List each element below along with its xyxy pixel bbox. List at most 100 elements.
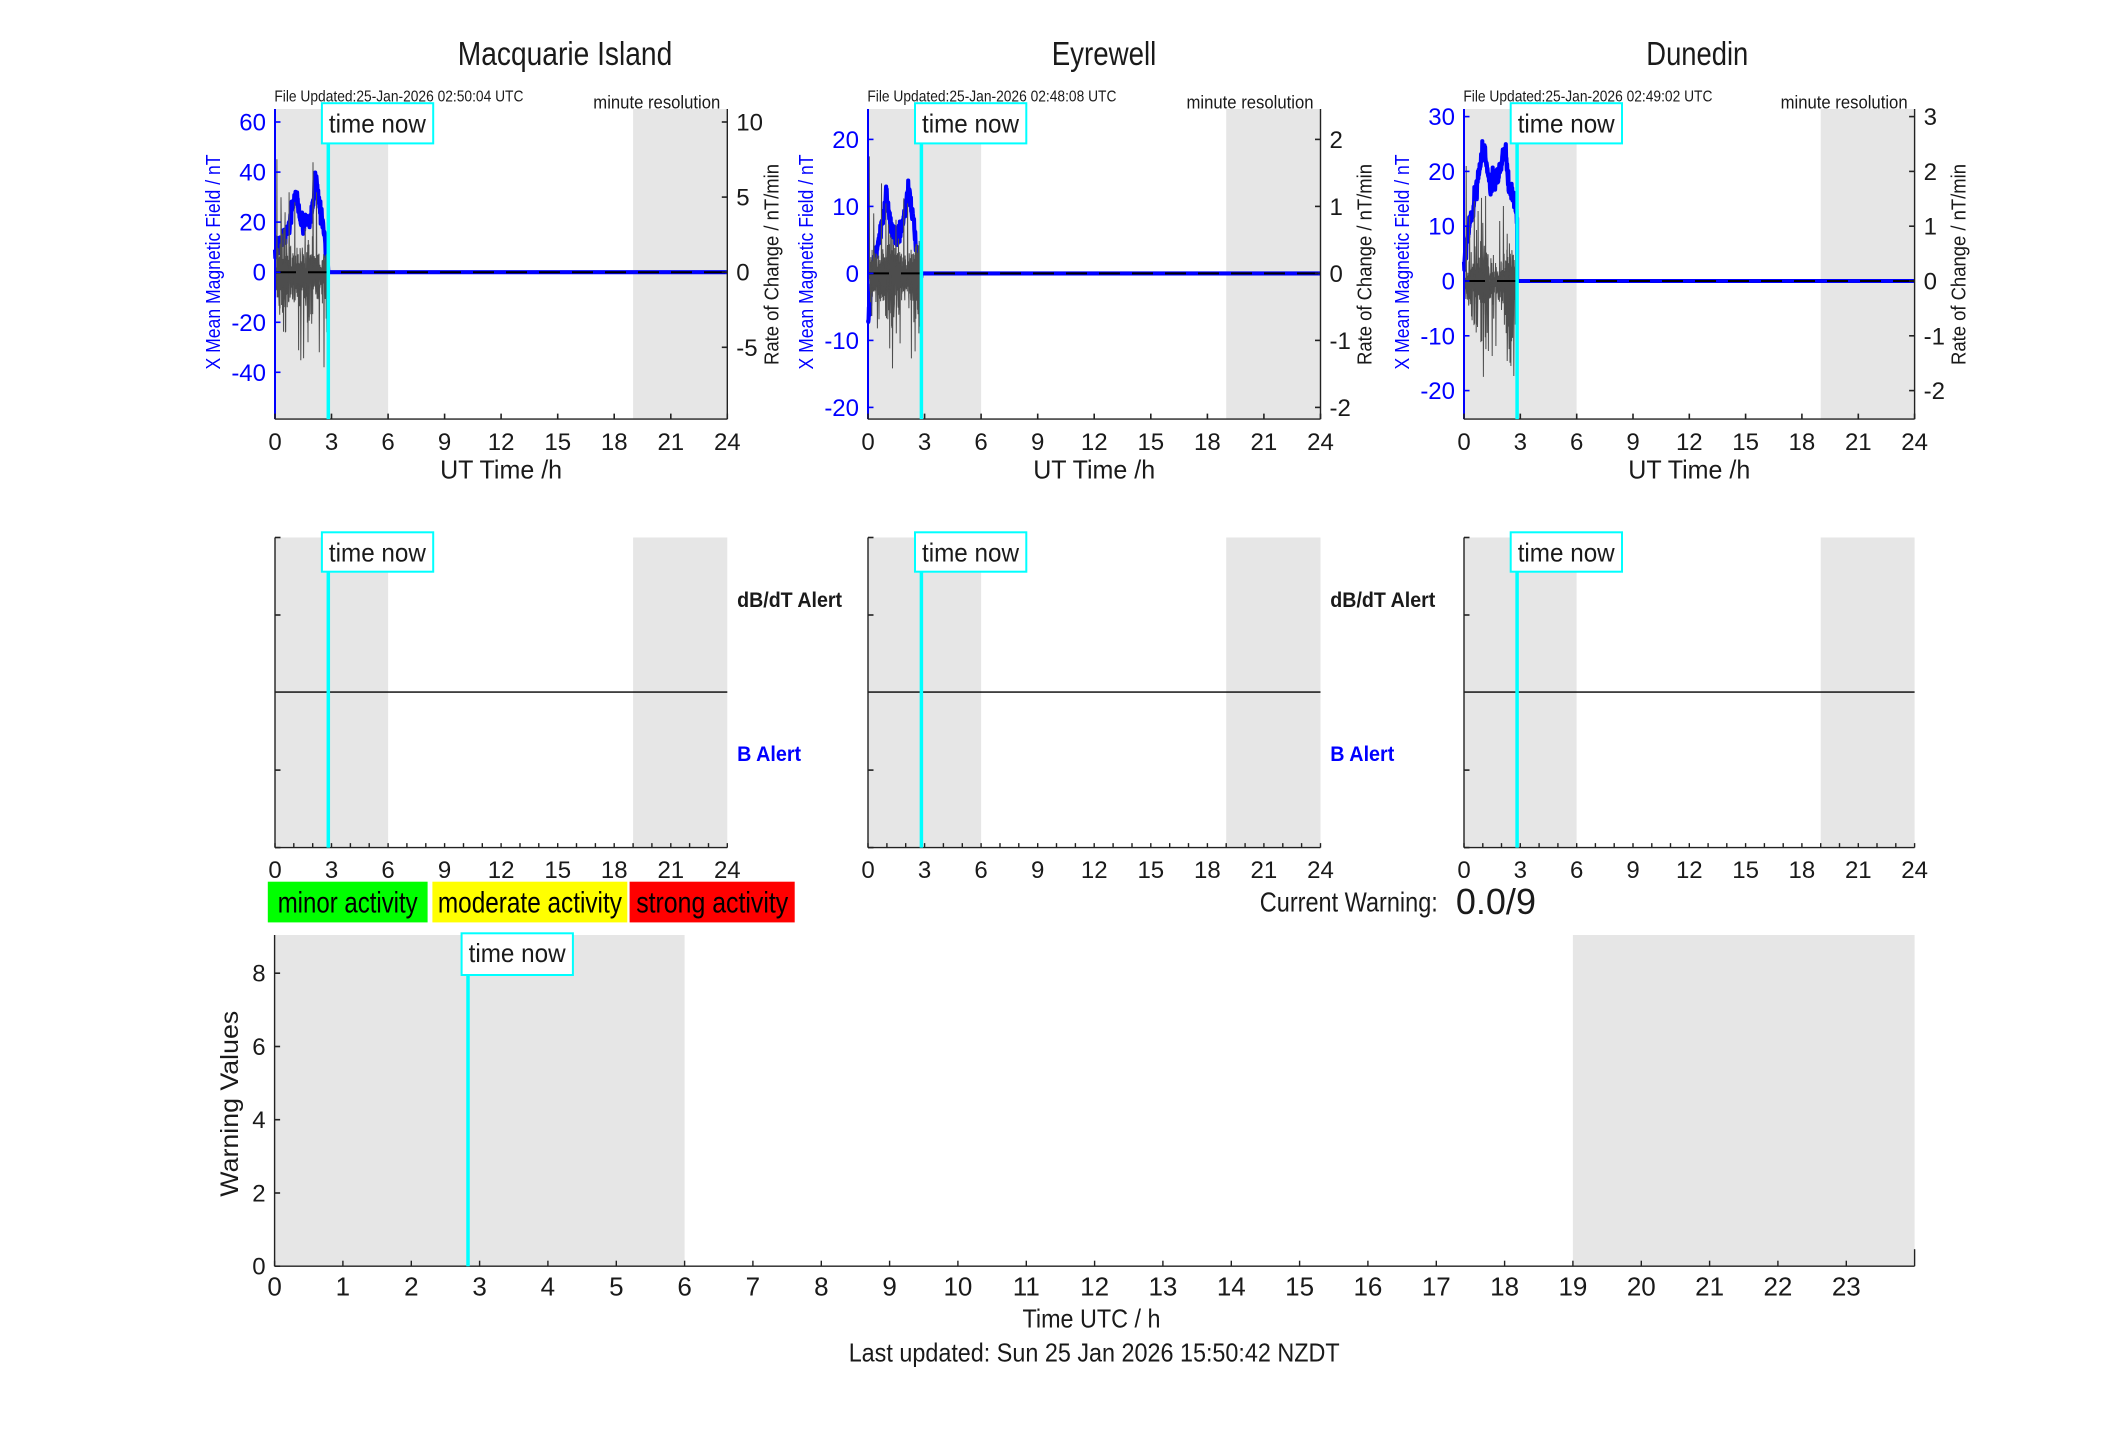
svg-text:0: 0 [736,260,749,287]
svg-text:strong activity: strong activity [636,887,788,920]
svg-text:8: 8 [252,961,265,988]
svg-text:6: 6 [381,857,394,884]
svg-text:18: 18 [601,429,628,456]
svg-text:40: 40 [239,160,266,187]
svg-text:9: 9 [1031,429,1044,456]
svg-text:Rate of Change / nT/min: Rate of Change / nT/min [1355,164,1377,365]
svg-text:15: 15 [1732,429,1759,456]
svg-text:-2: -2 [1924,378,1945,405]
svg-text:6: 6 [1570,857,1583,884]
svg-text:19: 19 [1558,1271,1587,1301]
svg-text:2: 2 [252,1181,265,1208]
svg-text:B Alert: B Alert [737,743,801,766]
svg-text:3: 3 [1924,104,1937,131]
svg-text:3: 3 [325,857,338,884]
svg-text:minor activity: minor activity [278,887,418,920]
svg-text:time now: time now [1518,109,1615,139]
svg-text:17: 17 [1422,1271,1451,1301]
svg-text:-1: -1 [1330,328,1351,355]
svg-text:Eyrewell: Eyrewell [1052,35,1157,72]
svg-text:9: 9 [1031,857,1044,884]
svg-text:0: 0 [252,1254,265,1281]
svg-text:15: 15 [544,857,571,884]
svg-text:dB/dT Alert: dB/dT Alert [737,589,842,612]
svg-text:minute resolution: minute resolution [593,92,720,112]
svg-text:7: 7 [746,1271,760,1301]
svg-text:0: 0 [1457,857,1470,884]
svg-text:6: 6 [974,857,987,884]
svg-text:1: 1 [1330,194,1343,221]
svg-text:20: 20 [1428,159,1455,186]
svg-text:0: 0 [253,260,266,287]
svg-text:0: 0 [1924,269,1937,296]
svg-text:6: 6 [974,429,987,456]
svg-text:18: 18 [1194,857,1221,884]
svg-text:Rate of Change / nT/min: Rate of Change / nT/min [1949,164,1971,365]
svg-text:21: 21 [1251,857,1278,884]
svg-text:12: 12 [1081,429,1108,456]
svg-text:UT Time /h: UT Time /h [440,455,562,485]
svg-text:10: 10 [736,110,763,137]
svg-text:-20: -20 [231,310,266,337]
svg-text:15: 15 [544,429,571,456]
svg-text:X Mean Magnetic Field / nT: X Mean Magnetic Field / nT [203,155,225,370]
svg-text:0: 0 [268,857,281,884]
svg-text:13: 13 [1148,1271,1177,1301]
svg-text:0: 0 [267,1271,281,1301]
svg-text:24: 24 [1901,429,1928,456]
svg-text:0: 0 [1442,269,1455,296]
svg-text:Dunedin: Dunedin [1646,35,1748,72]
svg-text:23: 23 [1832,1271,1861,1301]
svg-text:-10: -10 [824,328,859,355]
svg-text:2: 2 [1924,159,1937,186]
svg-text:-20: -20 [1420,378,1455,405]
svg-text:minute resolution: minute resolution [1187,92,1314,112]
svg-text:24: 24 [1307,857,1334,884]
svg-text:12: 12 [1676,857,1703,884]
svg-text:12: 12 [1676,429,1703,456]
svg-text:2: 2 [1330,127,1343,154]
svg-text:-40: -40 [231,360,266,387]
svg-text:time now: time now [922,109,1019,139]
svg-text:9: 9 [1626,429,1639,456]
svg-text:18: 18 [1789,429,1816,456]
svg-text:21: 21 [657,857,684,884]
svg-text:5: 5 [736,185,749,212]
svg-text:24: 24 [1901,857,1928,884]
svg-text:0: 0 [861,429,874,456]
svg-text:File Updated:25-Jan-2026 02:49: File Updated:25-Jan-2026 02:49:02 UTC [1463,89,1712,106]
svg-text:1: 1 [1924,214,1937,241]
svg-text:60: 60 [239,110,266,137]
svg-text:21: 21 [1845,857,1872,884]
svg-text:15: 15 [1732,857,1759,884]
svg-text:12: 12 [488,429,515,456]
svg-text:time now: time now [922,538,1019,568]
svg-text:Macquarie Island: Macquarie Island [458,35,673,72]
svg-text:time now: time now [329,109,426,139]
svg-text:-10: -10 [1420,323,1455,350]
svg-text:3: 3 [325,429,338,456]
svg-text:X Mean Magnetic Field / nT: X Mean Magnetic Field / nT [1392,155,1414,370]
svg-text:0: 0 [1330,261,1343,288]
svg-text:20: 20 [239,210,266,237]
svg-text:Current Warning:: Current Warning: [1260,887,1438,918]
svg-text:minute resolution: minute resolution [1781,92,1908,112]
svg-text:-5: -5 [736,335,757,362]
svg-text:Warning Values: Warning Values [216,1011,244,1197]
svg-text:9: 9 [438,857,451,884]
svg-text:15: 15 [1137,429,1164,456]
svg-text:0: 0 [846,261,859,288]
svg-text:6: 6 [677,1271,691,1301]
svg-text:24: 24 [714,429,741,456]
svg-text:6: 6 [381,429,394,456]
svg-text:UT Time /h: UT Time /h [1033,455,1155,485]
svg-text:24: 24 [1307,429,1334,456]
svg-text:0.0/9: 0.0/9 [1456,881,1536,922]
svg-text:time now: time now [469,938,566,968]
svg-text:4: 4 [541,1271,555,1301]
svg-text:9: 9 [1626,857,1639,884]
svg-text:-2: -2 [1330,395,1351,422]
svg-text:18: 18 [1194,429,1221,456]
svg-text:20: 20 [832,127,859,154]
svg-text:15: 15 [1137,857,1164,884]
